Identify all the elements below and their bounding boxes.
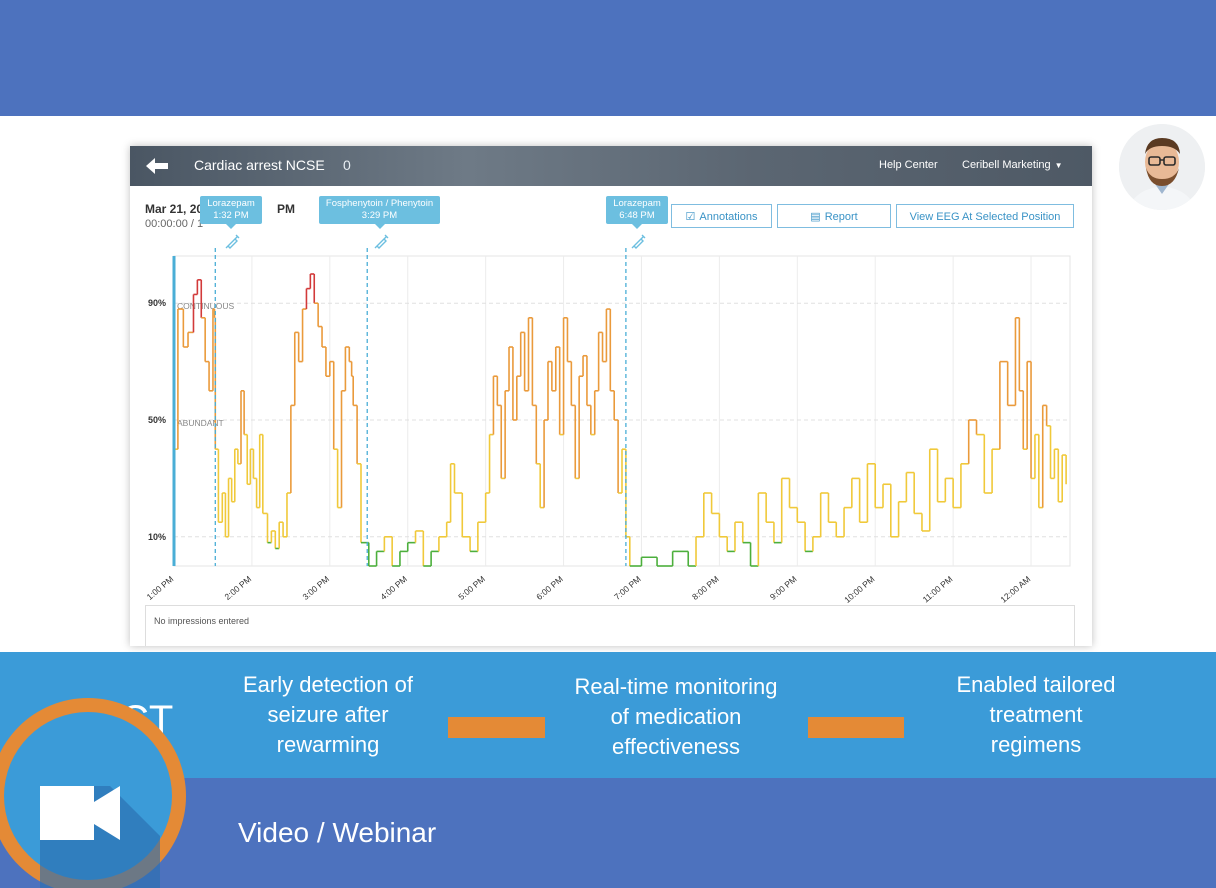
connector-bar <box>808 717 904 738</box>
medication-tag-lorazepam-2[interactable]: Lorazepam 6:48 PM <box>606 196 668 229</box>
med-time: 3:29 PM <box>361 210 398 221</box>
x-tick-label: 5:00 PM <box>456 574 487 602</box>
band-label: ABUNDANT <box>177 418 224 428</box>
med-time: 6:48 PM <box>619 210 655 221</box>
syringe-icon <box>631 234 646 249</box>
impact-line: seizure after <box>267 702 389 727</box>
impact-line: treatment <box>989 702 1083 727</box>
app-header: Cardiac arrest NCSE 0 Help Center Ceribe… <box>130 146 1092 186</box>
page-title: Cardiac arrest NCSE <box>194 157 325 173</box>
chevron-down-icon: ▼ <box>1054 161 1063 170</box>
help-center-link[interactable]: Help Center <box>879 159 938 171</box>
date-suffix: PM <box>277 202 296 216</box>
avatar-photo <box>1119 124 1205 210</box>
impact-line: regimens <box>990 732 1082 757</box>
annotations-label: Annotations <box>699 211 758 223</box>
impact-line: rewarming <box>276 732 380 757</box>
annotations-button[interactable]: ☑ Annotations <box>671 204 772 228</box>
med-time: 1:32 PM <box>213 210 249 221</box>
x-tick-label: 6:00 PM <box>534 574 565 602</box>
eeg-app-window: Cardiac arrest NCSE 0 Help Center Ceribe… <box>130 146 1092 646</box>
x-tick-label: 9:00 PM <box>768 574 799 602</box>
medication-tag-fosphenytoin[interactable]: Fosphenytoin / Phenytoin 3:29 PM <box>319 196 440 229</box>
recording-date: Mar 21, 20 PM <box>145 202 295 216</box>
recording-time: 00:00:00 / 1 <box>145 218 204 230</box>
med-name: Fosphenytoin / Phenytoin <box>325 198 434 209</box>
impact-line: Enabled tailored <box>956 672 1116 697</box>
x-tick-label: 3:00 PM <box>300 574 331 602</box>
document-icon: ▤ <box>810 211 821 223</box>
x-tick-label: 11:00 PM <box>921 574 955 605</box>
impact-line: effectiveness <box>611 734 740 759</box>
med-name: Lorazepam <box>207 198 255 209</box>
content-type-label: Video / Webinar <box>238 817 437 848</box>
x-tick-label: 1:00 PM <box>145 574 176 602</box>
x-tick-label: 10:00 PM <box>842 574 876 605</box>
x-tick-label: 12:00 AM <box>998 574 1032 605</box>
x-tick-label: 4:00 PM <box>378 574 409 602</box>
report-label: Report <box>824 211 858 223</box>
top-banner <box>0 0 1216 116</box>
video-camera-icon <box>0 698 186 888</box>
user-menu[interactable]: Ceribell Marketing ▼ <box>962 159 1063 171</box>
band-label: CONTINUOUS <box>177 301 234 311</box>
user-menu-label: Ceribell Marketing <box>962 159 1051 171</box>
impact-line: of medication <box>610 704 742 729</box>
presenter-avatar <box>1119 124 1205 210</box>
impact-line: Real-time monitoring <box>574 674 778 699</box>
medication-tag-lorazepam-1[interactable]: Lorazepam 1:32 PM <box>200 196 262 229</box>
impact-line: Early detection of <box>243 672 413 697</box>
impact-item-early-detection: Early detection of seizure after rewarmi… <box>212 670 444 760</box>
impact-band <box>0 652 1216 778</box>
impact-item-monitoring: Real-time monitoring of medication effec… <box>550 672 802 762</box>
edit-icon: ☑ <box>685 211 696 223</box>
y-tick-label: 50% <box>148 415 166 425</box>
back-arrow-icon[interactable] <box>144 154 170 178</box>
x-tick-label: 8:00 PM <box>690 574 721 602</box>
view-eeg-button[interactable]: View EEG At Selected Position <box>896 204 1074 228</box>
y-tick-label: 90% <box>148 298 166 308</box>
y-tick-label: 10% <box>148 532 166 542</box>
footer-band <box>0 778 1216 888</box>
title-count: 0 <box>343 157 351 173</box>
impressions-box[interactable]: No impressions entered <box>145 605 1075 646</box>
x-tick-label: 2:00 PM <box>223 574 254 602</box>
impact-item-tailored: Enabled tailored treatment regimens <box>918 670 1154 760</box>
connector-bar <box>448 717 545 738</box>
x-tick-label: 7:00 PM <box>612 574 643 602</box>
med-name: Lorazepam <box>613 198 661 209</box>
report-button[interactable]: ▤ Report <box>777 204 891 228</box>
syringe-icon <box>225 234 240 249</box>
syringe-icon <box>374 234 389 249</box>
seizure-burden-chart[interactable]: 90% 50% 10% CONTINUOUS ABUNDANT 1:00 PM 2:00 P… <box>130 246 1092 606</box>
date-text: Mar 21, 20 <box>145 202 204 216</box>
plot-area <box>173 255 1071 567</box>
